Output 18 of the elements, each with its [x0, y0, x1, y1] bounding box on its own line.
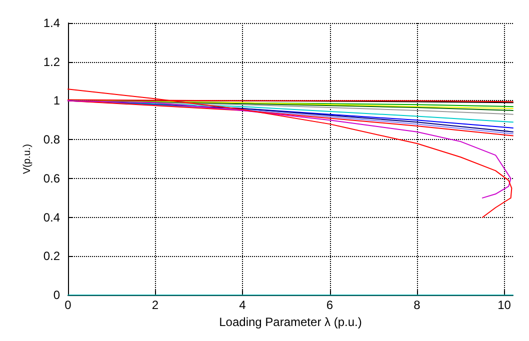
y-tick-label: 1.4	[43, 16, 60, 30]
x-tick-label: 10	[498, 298, 512, 312]
y-axis-title: V(p.u.)	[22, 144, 33, 174]
y-tick-label: 1	[53, 94, 60, 108]
y-tick-label: 0	[53, 288, 60, 302]
y-tick-label: 1.2	[43, 54, 60, 69]
line-series	[68, 100, 512, 198]
y-tick-label: 0.2	[43, 249, 60, 264]
y-tick-label: 0.4	[43, 210, 60, 224]
x-tick-label: 2	[152, 298, 159, 312]
x-tick-label: 8	[414, 298, 421, 312]
x-tick-label: 6	[326, 298, 334, 312]
line-series	[68, 88, 512, 218]
x-tick-label: 4	[239, 298, 246, 312]
x-axis-title: Loading Parameter λ (p.u.)	[219, 315, 362, 329]
y-tick-label: 0.6	[43, 171, 60, 186]
y-tick-label: 0.8	[43, 132, 60, 147]
x-tick-label: 0	[64, 298, 72, 312]
